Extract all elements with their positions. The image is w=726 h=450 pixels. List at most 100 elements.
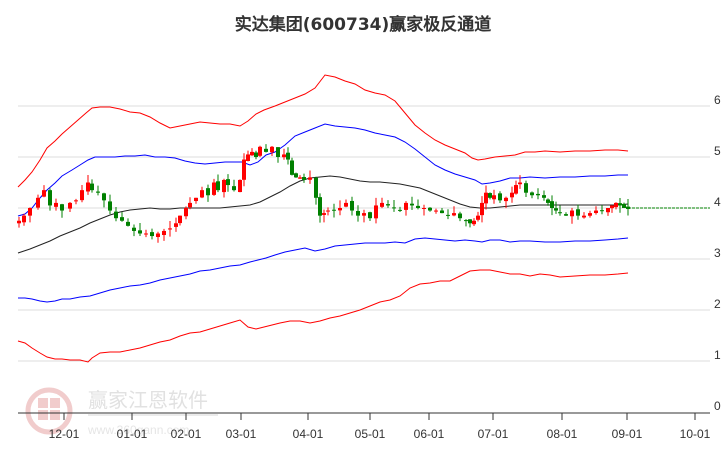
y-tick-label: 1: [714, 348, 721, 362]
candle-body: [17, 220, 21, 224]
candle-body: [422, 208, 426, 209]
candle-body: [270, 146, 274, 153]
candle-body: [410, 203, 414, 206]
candle-body: [386, 204, 390, 206]
candle-body: [536, 193, 540, 196]
candle-body: [290, 160, 294, 175]
x-tick-label: 07-01: [478, 427, 509, 441]
candle-body: [238, 179, 242, 193]
candle-body: [206, 188, 210, 196]
candle-body: [48, 190, 52, 206]
candle-body: [514, 185, 518, 194]
candle-body: [250, 151, 254, 156]
candle-body: [86, 182, 90, 192]
upper-inner-band: [17, 123, 628, 217]
candle-body: [542, 195, 546, 198]
candle-body: [226, 179, 230, 186]
x-tick-label: 03-01: [226, 427, 257, 441]
candle-body: [200, 190, 204, 198]
candle-body: [558, 212, 562, 214]
candle-body: [480, 202, 484, 216]
candle-body: [484, 192, 488, 204]
candle-body: [150, 232, 154, 237]
candle-body: [194, 197, 198, 202]
candle-body: [216, 181, 220, 191]
candle-body: [554, 208, 558, 211]
x-tick-label: 10-01: [680, 427, 711, 441]
candle-body: [258, 146, 262, 156]
candle-body: [368, 212, 372, 219]
candle-body: [564, 214, 568, 216]
candle-body: [212, 182, 216, 195]
yingjia-logo-icon: [25, 387, 73, 435]
candle-body: [468, 219, 472, 224]
candle-body: [178, 215, 182, 224]
candle-body: [622, 203, 626, 208]
candle-body: [488, 193, 492, 198]
x-tick-label: 05-01: [355, 427, 386, 441]
candle-body: [126, 221, 130, 226]
y-axis: 6 5 4 3 2 1 0: [714, 93, 721, 413]
candle-body: [476, 215, 480, 220]
candle-body: [132, 227, 136, 231]
candle-body: [518, 182, 522, 185]
candle-body: [332, 209, 336, 211]
x-tick-label: 02-01: [171, 427, 202, 441]
candle-body: [338, 208, 342, 211]
candle-body: [318, 197, 322, 216]
candle-body: [42, 190, 46, 197]
candle-body: [298, 177, 302, 179]
y-tick-label: 2: [714, 297, 721, 311]
candle-body: [510, 192, 514, 198]
candle-body: [282, 154, 286, 158]
candle-body: [458, 213, 462, 219]
candle-body: [286, 152, 290, 160]
candle-body: [28, 208, 32, 216]
candle-body: [550, 201, 554, 208]
candle-body: [108, 201, 112, 211]
candle-body: [392, 207, 396, 209]
candle-body: [68, 202, 72, 209]
candle-body: [264, 148, 268, 152]
candle-body: [472, 220, 476, 225]
candle-body: [308, 177, 312, 180]
candle-body: [254, 152, 258, 157]
x-axis: 12-01 01-01 02-01 03-01 04-01 05-01 06-0…: [18, 412, 711, 441]
candle-body: [36, 197, 40, 208]
y-tick-label: 5: [714, 144, 721, 158]
chart-title: 实达集团(600734)赢家极反通道: [234, 15, 492, 35]
x-tick-label: 04-01: [293, 427, 324, 441]
watermark-url: www.360gann.com: [87, 423, 189, 437]
candle-body: [242, 159, 246, 180]
watermark: 赢家江恩软件 www.360gann.com: [25, 387, 218, 437]
price-candles: [17, 144, 630, 243]
candle-body: [398, 209, 402, 211]
candle-body: [610, 205, 614, 209]
candle-body: [576, 209, 580, 216]
candle-body: [546, 199, 550, 203]
candle-body: [428, 207, 432, 211]
y-tick-label: 6: [714, 93, 721, 107]
candle-body: [184, 208, 188, 217]
candle-body: [276, 147, 280, 157]
candle-body: [174, 223, 178, 227]
candle-body: [222, 179, 226, 193]
candle-body: [492, 195, 496, 200]
candle-body: [416, 205, 420, 208]
candle-body: [120, 217, 124, 221]
candle-body: [498, 193, 502, 201]
candle-body: [344, 202, 348, 207]
candle-body: [530, 192, 534, 196]
lower-outer-band: [17, 269, 629, 363]
candle-body: [594, 210, 598, 214]
y-tick-label: 4: [714, 195, 721, 209]
candle-body: [362, 213, 366, 216]
candle-body: [54, 202, 58, 207]
candle-body: [74, 200, 78, 202]
candle-body: [524, 183, 528, 193]
candle-body: [446, 214, 450, 216]
candle-body: [588, 213, 592, 216]
candle-body: [464, 220, 468, 222]
candle-body: [380, 202, 384, 207]
